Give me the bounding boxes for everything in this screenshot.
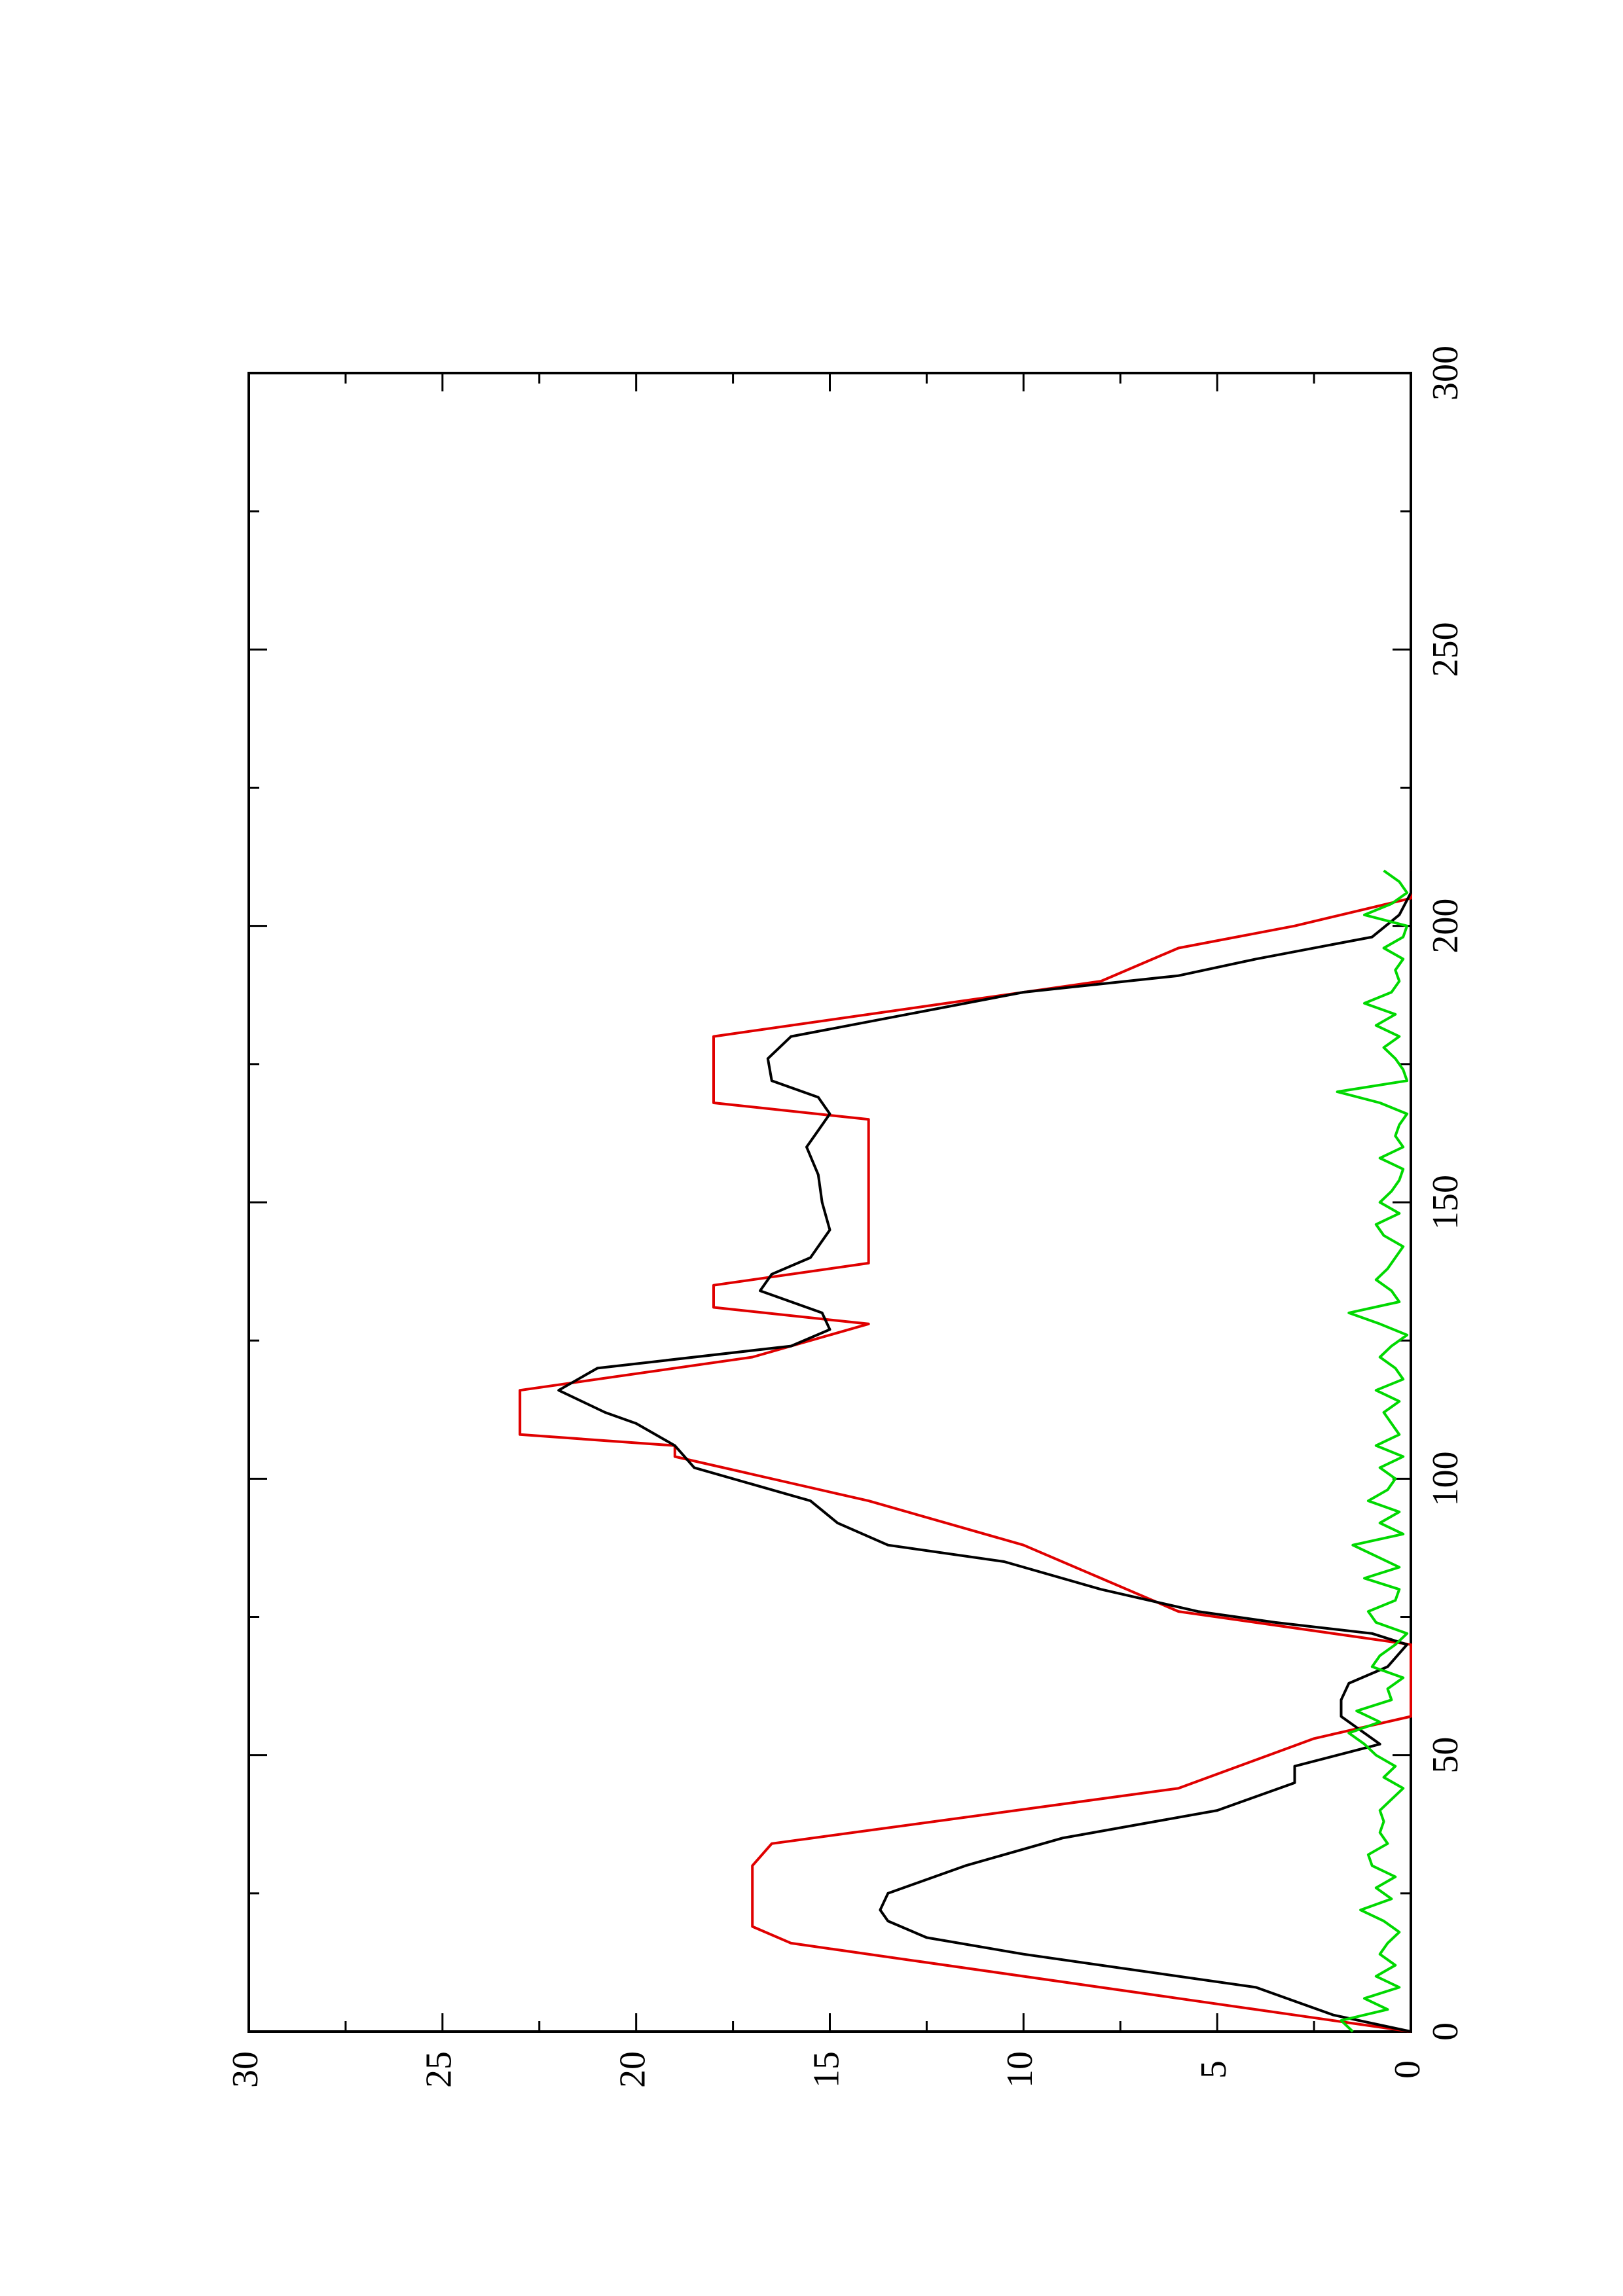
series-line-red — [519, 870, 1412, 2033]
y-axis-tick-labels: 0 5 10 15 20 25 30 — [225, 2051, 1428, 2088]
x-tick-label: 250 — [1425, 622, 1466, 677]
y-tick-label: 5 — [1194, 2060, 1234, 2079]
y-tick-label: 25 — [419, 2051, 460, 2088]
x-tick-label: 100 — [1425, 1451, 1466, 1506]
series-line-green — [1336, 869, 1409, 2033]
y-tick-label: 0 — [1387, 2060, 1428, 2079]
x-tick-label: 200 — [1425, 899, 1466, 954]
x-tick-label: 300 — [1425, 346, 1466, 401]
y-tick-label: 30 — [225, 2051, 266, 2088]
x-tick-label: 50 — [1425, 1737, 1466, 1774]
y-tick-label: 15 — [806, 2051, 847, 2088]
x-tick-label: 150 — [1425, 1175, 1466, 1230]
series-layer — [519, 869, 1412, 2033]
axis-ticks — [247, 372, 1412, 2033]
x-tick-label: 0 — [1425, 2022, 1466, 2041]
series-line-black — [557, 870, 1412, 2033]
y-tick-label: 10 — [1000, 2051, 1040, 2088]
plot-frame — [247, 372, 1412, 2033]
y-tick-label: 20 — [613, 2051, 653, 2088]
x-axis-tick-labels: 0 50 100 150 200 250 300 — [1425, 346, 1466, 2041]
